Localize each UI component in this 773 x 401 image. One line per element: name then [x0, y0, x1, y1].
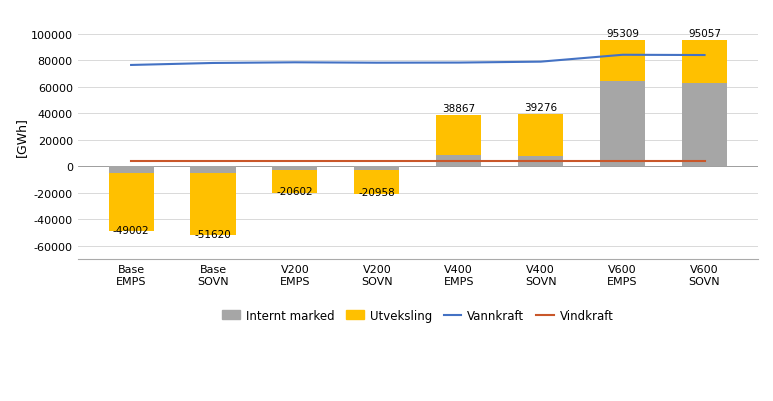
- Legend: Internt marked, Utveksling, Vannkraft, Vindkraft: Internt marked, Utveksling, Vannkraft, V…: [217, 304, 618, 326]
- Text: -51620: -51620: [195, 229, 231, 239]
- Bar: [354, 171, 400, 194]
- Text: 39276: 39276: [524, 103, 557, 113]
- Bar: [108, 167, 154, 173]
- Text: -49002: -49002: [113, 225, 149, 235]
- Bar: [682, 84, 727, 167]
- Bar: [272, 167, 318, 171]
- Bar: [190, 167, 236, 173]
- Text: -20958: -20958: [359, 187, 395, 197]
- Bar: [436, 115, 482, 156]
- Text: -20602: -20602: [277, 186, 313, 196]
- Bar: [518, 115, 564, 157]
- Text: 38867: 38867: [442, 104, 475, 114]
- Bar: [600, 82, 645, 167]
- Bar: [600, 41, 645, 82]
- Bar: [190, 173, 236, 235]
- Bar: [682, 41, 727, 84]
- Text: 95309: 95309: [606, 29, 639, 39]
- Bar: [518, 157, 564, 167]
- Bar: [436, 156, 482, 167]
- Bar: [108, 173, 154, 231]
- Y-axis label: [GWh]: [GWh]: [15, 117, 28, 157]
- Text: 95057: 95057: [688, 29, 721, 39]
- Bar: [354, 167, 400, 171]
- Bar: [272, 171, 318, 194]
